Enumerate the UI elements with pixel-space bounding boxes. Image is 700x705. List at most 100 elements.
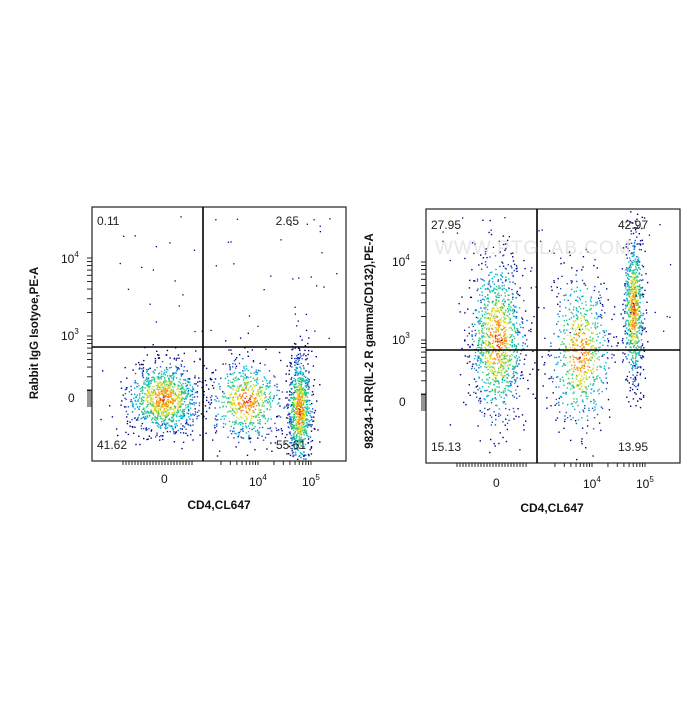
event-dot	[155, 420, 156, 421]
event-dot	[206, 384, 207, 385]
event-dot	[170, 392, 171, 393]
event-dot	[498, 443, 499, 444]
event-dot	[131, 389, 132, 390]
event-dot	[162, 439, 163, 440]
event-dot	[592, 352, 593, 353]
event-dot	[499, 312, 500, 313]
event-dot	[580, 318, 581, 319]
event-dot	[259, 395, 260, 396]
event-dot	[495, 292, 496, 293]
event-dot	[575, 344, 576, 345]
event-dot	[504, 401, 505, 402]
event-dot	[254, 449, 255, 450]
event-dot	[174, 433, 175, 434]
event-dot	[494, 313, 495, 314]
event-dot	[599, 295, 600, 296]
event-dot	[292, 383, 293, 384]
event-dot	[569, 347, 570, 348]
event-dot	[593, 428, 594, 429]
event-dot	[575, 420, 576, 421]
event-dot	[487, 362, 488, 363]
event-dot	[250, 373, 251, 374]
event-dot	[584, 316, 585, 317]
event-dot	[303, 403, 304, 404]
event-dot	[302, 358, 303, 359]
event-dot	[234, 430, 235, 431]
event-dot	[611, 319, 612, 320]
event-dot	[498, 370, 499, 371]
event-dot	[622, 338, 623, 339]
event-dot	[179, 368, 180, 369]
event-dot	[216, 430, 217, 431]
event-dot	[294, 400, 295, 401]
event-dot	[510, 302, 511, 303]
event-dot	[268, 434, 269, 435]
event-dot	[300, 431, 301, 432]
event-dot	[563, 343, 564, 344]
event-dot	[302, 372, 303, 373]
event-dot	[215, 418, 216, 419]
event-dot	[218, 401, 219, 402]
event-dot	[311, 453, 312, 454]
event-dot	[627, 380, 628, 381]
event-dot	[514, 330, 515, 331]
event-dot	[293, 410, 294, 411]
event-dot	[517, 408, 518, 409]
event-dot	[490, 332, 491, 333]
event-dot	[597, 301, 598, 302]
event-dot	[501, 359, 502, 360]
event-dot	[493, 289, 494, 290]
event-dot	[574, 334, 575, 335]
event-dot	[497, 392, 498, 393]
event-dot	[597, 326, 598, 327]
event-dot	[638, 313, 639, 314]
event-dot	[560, 301, 561, 302]
event-dot	[265, 418, 266, 419]
event-dot	[589, 358, 590, 359]
event-dot	[496, 355, 497, 356]
event-dot	[301, 405, 302, 406]
event-dot	[588, 369, 589, 370]
event-dot	[313, 394, 314, 395]
event-dot	[626, 275, 627, 276]
event-dot	[127, 423, 128, 424]
event-dot	[185, 390, 186, 391]
event-dot	[230, 397, 231, 398]
event-dot	[141, 267, 142, 268]
event-dot	[240, 416, 241, 417]
event-dot	[320, 231, 321, 232]
event-dot	[242, 429, 243, 430]
event-dot	[493, 367, 494, 368]
event-dot	[638, 281, 639, 282]
event-dot	[208, 402, 209, 403]
event-dot	[604, 340, 605, 341]
event-dot	[298, 423, 299, 424]
event-dot	[504, 358, 505, 359]
event-dot	[211, 372, 212, 373]
event-dot	[302, 416, 303, 417]
event-dot	[562, 341, 563, 342]
event-dot	[498, 295, 499, 296]
event-dot	[520, 378, 521, 379]
event-dot	[263, 393, 264, 394]
event-dot	[301, 396, 302, 397]
event-dot	[505, 353, 506, 354]
event-dot	[246, 392, 247, 393]
event-dot	[168, 403, 169, 404]
event-dot	[604, 335, 605, 336]
event-dot	[575, 274, 576, 275]
event-dot	[495, 269, 496, 270]
event-dot	[505, 281, 506, 282]
event-dot	[258, 417, 259, 418]
event-dot	[494, 320, 495, 321]
event-dot	[311, 447, 312, 448]
event-dot	[297, 378, 298, 379]
event-dot	[639, 317, 640, 318]
event-dot	[165, 380, 166, 381]
event-dot	[132, 403, 133, 404]
event-dot	[298, 361, 299, 362]
event-dot	[287, 422, 288, 423]
event-dot	[252, 402, 253, 403]
event-dot	[584, 405, 585, 406]
event-dot	[602, 304, 603, 305]
